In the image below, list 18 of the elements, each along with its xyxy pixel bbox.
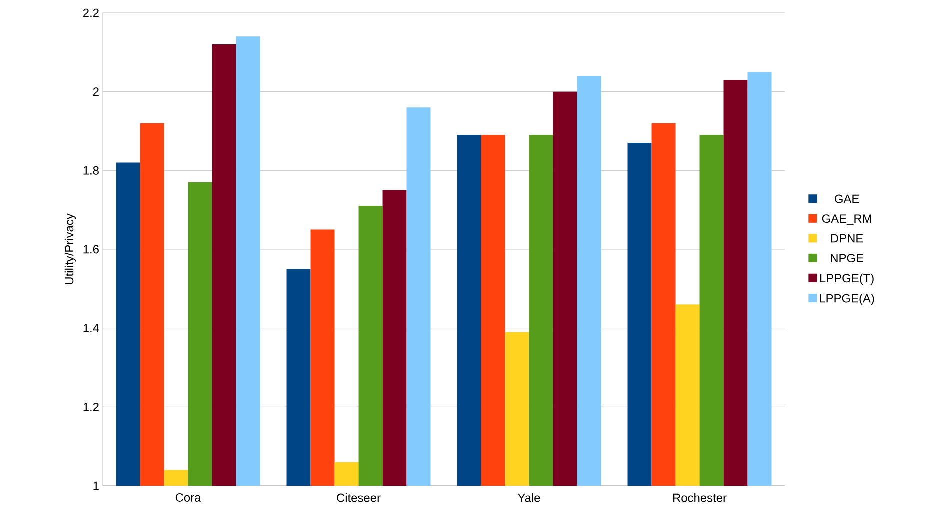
legend-label: LPPGE(A): [820, 294, 874, 306]
legend-label: LPPGE(T): [820, 274, 874, 286]
y-tick-label: 1.2: [84, 402, 99, 412]
legend-label: NPGE: [831, 254, 864, 263]
y-tick-label: 1: [94, 482, 99, 490]
x-tick-label: Citeseer: [337, 493, 381, 502]
y-tick-label: 2: [93, 88, 99, 96]
y-tick-label: 1.8: [84, 166, 99, 175]
legend-label: DPNE: [831, 234, 864, 243]
legend-label: GAE_RM: [822, 214, 872, 226]
legend-label: GAE: [835, 194, 860, 204]
y-tick-label: 1.6: [84, 245, 99, 254]
y-axis-title: Utility/Privacy: [64, 214, 76, 284]
y-tick-label: 2.2: [83, 8, 99, 18]
x-tick-label: Rochester: [673, 493, 727, 502]
y-tick-label: 1.4: [84, 324, 100, 332]
x-tick-label: Yale: [518, 493, 540, 502]
x-tick-label: Cora: [176, 493, 202, 502]
